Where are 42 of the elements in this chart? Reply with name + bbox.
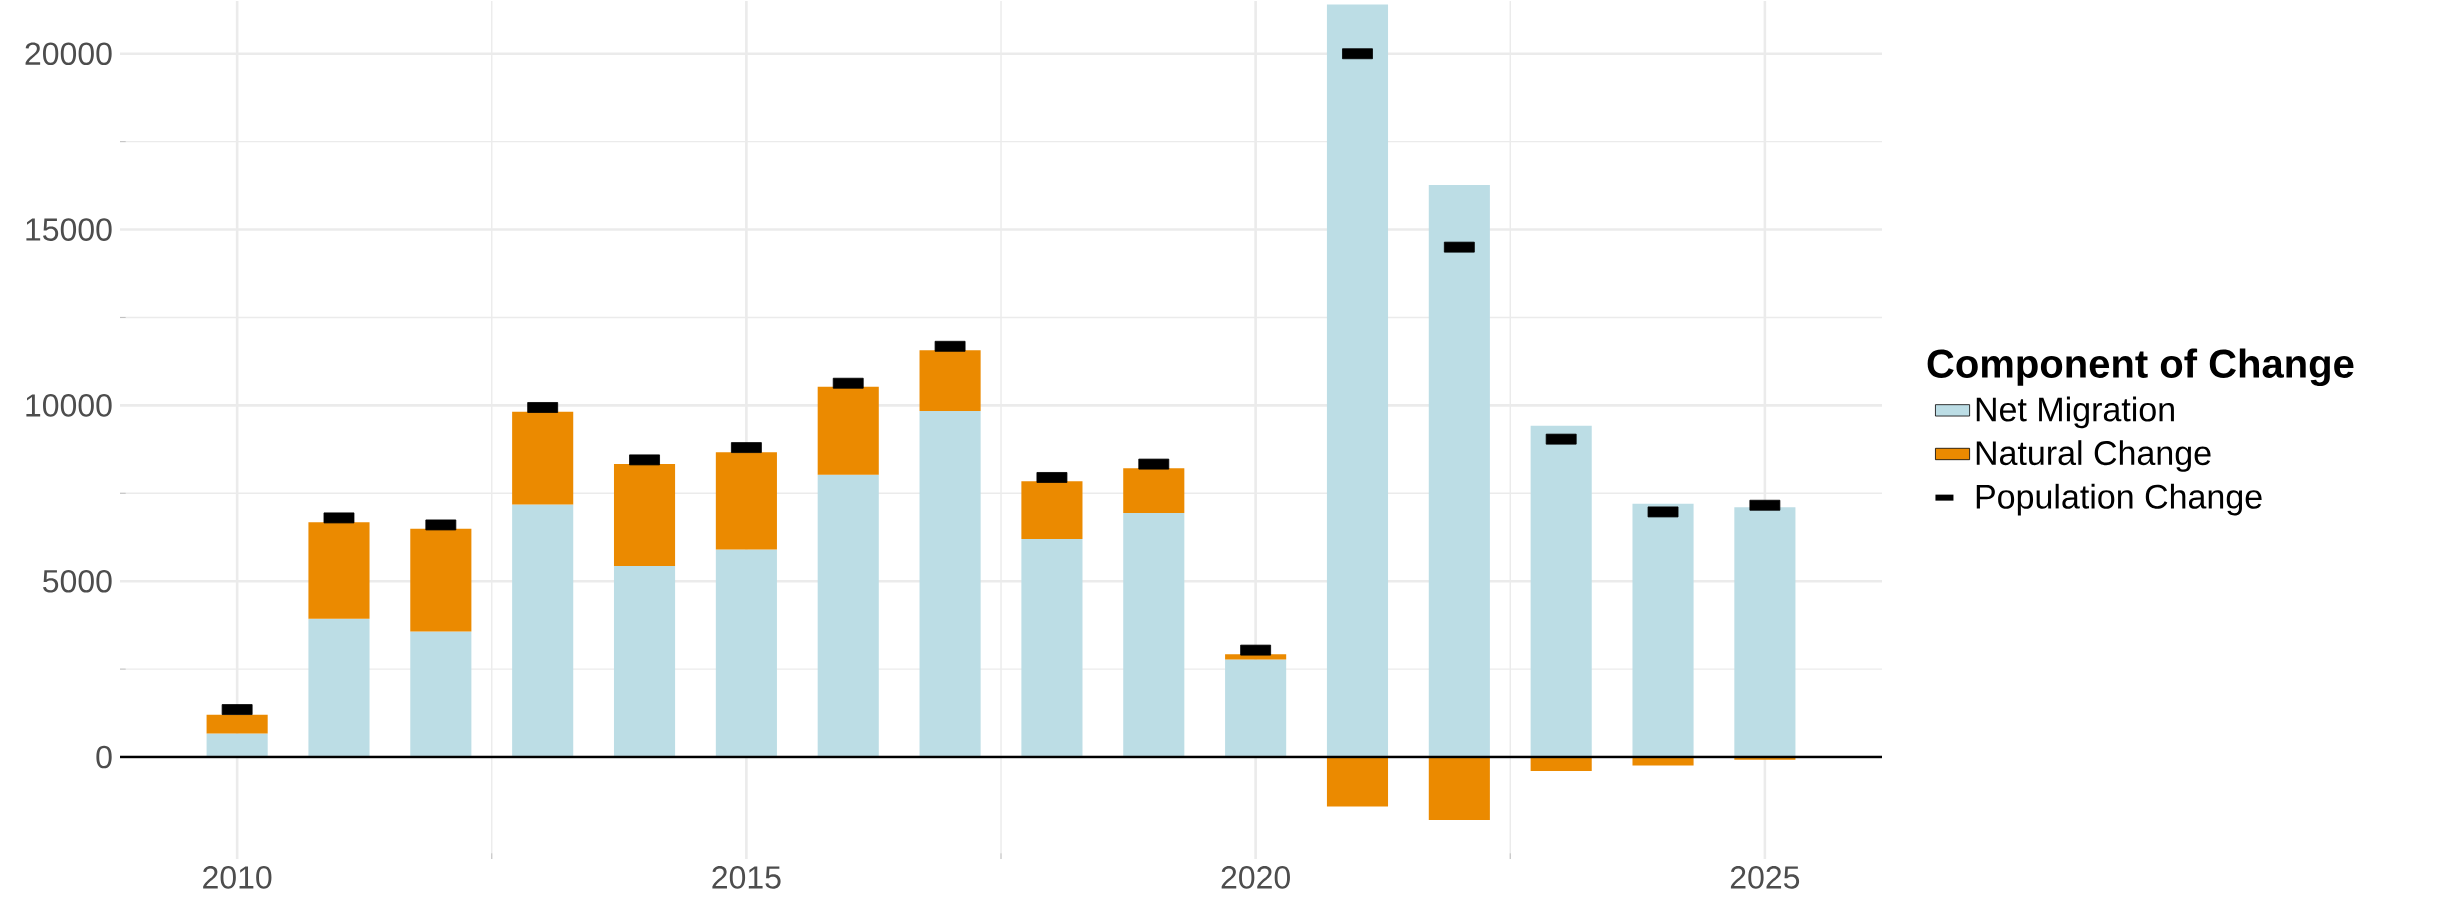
bar	[613, 566, 676, 758]
legend-title: Component of Change	[1927, 348, 2354, 387]
bar	[512, 411, 574, 505]
x-tick-label: 2010	[203, 866, 272, 889]
bar	[613, 464, 676, 567]
y-tick-label: 5000	[43, 569, 112, 593]
bar	[1428, 184, 1490, 758]
bar	[1734, 507, 1796, 758]
y-tick-label: 0	[96, 745, 112, 769]
bar	[817, 386, 879, 475]
bar	[1021, 539, 1083, 758]
bar	[817, 474, 879, 758]
bar	[919, 411, 981, 758]
bar	[1123, 512, 1185, 758]
bar	[308, 522, 370, 619]
bar	[1021, 481, 1083, 539]
bar	[919, 350, 981, 412]
y-tick-label: 15000	[26, 218, 112, 241]
bar	[1225, 659, 1287, 758]
bar	[1326, 757, 1389, 807]
bar	[1326, 4, 1389, 758]
bar	[1530, 757, 1592, 772]
x-tick-label: 2020	[1221, 866, 1290, 889]
bar	[1123, 468, 1185, 513]
y-tick-label: 10000	[26, 394, 112, 417]
bar	[1428, 757, 1490, 820]
bar	[512, 504, 574, 758]
legend-label: Net Migration	[1976, 396, 2174, 429]
legend-label: Population Change	[1976, 483, 2262, 516]
bar	[1530, 425, 1592, 758]
bar	[206, 714, 268, 734]
bar	[410, 528, 472, 632]
bar	[715, 549, 777, 758]
y-tick-label: 20000	[25, 42, 112, 66]
bar	[206, 733, 268, 758]
x-tick-label: 2015	[712, 866, 781, 889]
x-tick-label: 2025	[1730, 866, 1800, 889]
bar	[308, 618, 370, 758]
legend-label: Natural Change	[1976, 440, 2211, 472]
bar	[410, 631, 472, 758]
bar	[715, 452, 777, 550]
bar	[1632, 503, 1694, 758]
